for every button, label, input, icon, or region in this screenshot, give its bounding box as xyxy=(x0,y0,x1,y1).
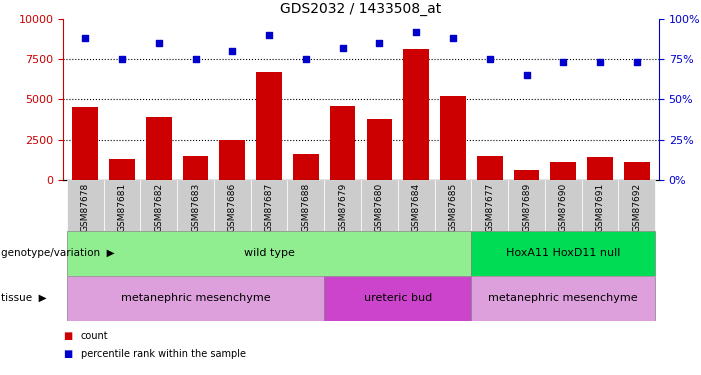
Bar xyxy=(256,72,282,180)
Bar xyxy=(104,180,140,231)
Point xyxy=(153,40,164,46)
Bar xyxy=(471,276,655,321)
Bar xyxy=(471,180,508,231)
Point xyxy=(337,45,348,51)
Bar xyxy=(72,107,98,180)
Point xyxy=(594,59,606,65)
Text: GSM87692: GSM87692 xyxy=(632,183,641,232)
Text: percentile rank within the sample: percentile rank within the sample xyxy=(81,350,245,359)
Bar xyxy=(67,180,104,231)
Text: GSM87690: GSM87690 xyxy=(559,183,568,232)
Title: GDS2032 / 1433508_at: GDS2032 / 1433508_at xyxy=(280,2,442,16)
Point xyxy=(411,28,422,34)
Bar xyxy=(587,158,613,180)
Point xyxy=(632,59,643,65)
Point xyxy=(190,56,201,62)
Bar xyxy=(140,180,177,231)
Bar xyxy=(477,156,503,180)
Point xyxy=(374,40,385,46)
Text: GSM87686: GSM87686 xyxy=(228,183,237,232)
Bar xyxy=(397,180,435,231)
Point xyxy=(521,72,532,78)
Bar xyxy=(545,180,582,231)
Bar xyxy=(67,276,325,321)
Text: tissue  ▶: tissue ▶ xyxy=(1,293,46,303)
Text: GSM87682: GSM87682 xyxy=(154,183,163,232)
Bar xyxy=(146,117,172,180)
Point xyxy=(226,48,238,54)
Text: GSM87688: GSM87688 xyxy=(301,183,311,232)
Bar xyxy=(183,156,208,180)
Bar xyxy=(293,154,319,180)
Text: metanephric mesenchyme: metanephric mesenchyme xyxy=(489,293,638,303)
Point xyxy=(116,56,128,62)
Bar xyxy=(440,96,466,180)
Bar xyxy=(550,162,576,180)
Text: ■: ■ xyxy=(63,350,72,359)
Point xyxy=(447,35,458,41)
Text: GSM87687: GSM87687 xyxy=(264,183,273,232)
Bar xyxy=(287,180,325,231)
Bar xyxy=(329,106,355,180)
Bar xyxy=(403,50,429,180)
Bar xyxy=(251,180,287,231)
Text: GSM87685: GSM87685 xyxy=(449,183,458,232)
Bar xyxy=(471,231,655,276)
Text: GSM87683: GSM87683 xyxy=(191,183,200,232)
Text: ureteric bud: ureteric bud xyxy=(364,293,432,303)
Text: GSM87680: GSM87680 xyxy=(375,183,384,232)
Bar xyxy=(325,180,361,231)
Bar xyxy=(367,119,393,180)
Bar xyxy=(624,162,650,180)
Text: count: count xyxy=(81,331,108,340)
Bar xyxy=(508,180,545,231)
Bar xyxy=(177,180,214,231)
Bar xyxy=(325,276,471,321)
Bar xyxy=(67,231,471,276)
Bar xyxy=(219,140,245,180)
Text: GSM87689: GSM87689 xyxy=(522,183,531,232)
Bar xyxy=(514,170,539,180)
Bar xyxy=(109,159,135,180)
Text: GSM87679: GSM87679 xyxy=(338,183,347,232)
Text: GSM87691: GSM87691 xyxy=(596,183,604,232)
Point xyxy=(484,56,496,62)
Text: GSM87681: GSM87681 xyxy=(118,183,126,232)
Bar xyxy=(361,180,397,231)
Text: genotype/variation  ▶: genotype/variation ▶ xyxy=(1,248,114,258)
Bar xyxy=(618,180,655,231)
Point xyxy=(79,35,90,41)
Text: ■: ■ xyxy=(63,331,72,340)
Point xyxy=(264,32,275,38)
Bar xyxy=(435,180,471,231)
Bar xyxy=(214,180,251,231)
Text: HoxA11 HoxD11 null: HoxA11 HoxD11 null xyxy=(506,248,620,258)
Point xyxy=(558,59,569,65)
Text: GSM87678: GSM87678 xyxy=(81,183,90,232)
Point xyxy=(300,56,311,62)
Text: metanephric mesenchyme: metanephric mesenchyme xyxy=(121,293,271,303)
Text: GSM87677: GSM87677 xyxy=(485,183,494,232)
Text: GSM87684: GSM87684 xyxy=(411,183,421,232)
Text: wild type: wild type xyxy=(244,248,294,258)
Bar xyxy=(582,180,618,231)
